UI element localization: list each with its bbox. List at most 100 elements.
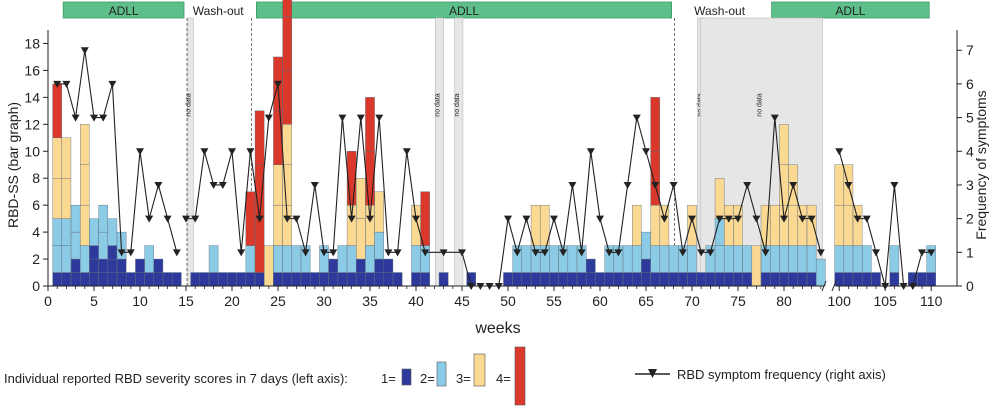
frequency-point — [356, 114, 365, 122]
no-data-label: no data — [186, 93, 193, 116]
bar-segment — [668, 245, 679, 273]
frequency-point — [651, 181, 660, 189]
bar-segment — [843, 245, 854, 273]
no-data-label: no data — [434, 93, 441, 116]
bar-segment — [806, 204, 817, 246]
bar-segment — [282, 272, 292, 287]
bar-segment — [98, 204, 108, 233]
x-tick-label: 55 — [546, 293, 562, 309]
frequency-point — [577, 249, 586, 257]
bar-segment — [107, 245, 118, 260]
legend-level-2-swatch — [436, 361, 447, 387]
bar-segment — [558, 272, 568, 287]
bar-segment — [61, 245, 72, 273]
frequency-point — [697, 249, 706, 257]
frequency-point — [890, 181, 899, 189]
bar-segment — [208, 245, 219, 273]
bar-segment — [227, 272, 237, 287]
bar-segment — [632, 272, 642, 287]
x-tick-label: 35 — [362, 293, 378, 309]
phase-band — [255, 1, 673, 19]
bar-segment — [172, 272, 182, 287]
bar-segment — [751, 245, 762, 287]
bar-segment — [687, 272, 697, 287]
no-data-band — [435, 17, 444, 287]
bar-segment — [337, 272, 348, 287]
frequency-point — [384, 249, 393, 257]
bar-segment — [733, 245, 743, 273]
frequency-point — [614, 249, 623, 257]
legend-level-3-label: 3= — [456, 371, 471, 386]
x-tick-label: 100 — [828, 293, 852, 309]
bar-segment — [80, 272, 90, 287]
bar-segment — [383, 272, 394, 287]
x-tick-label: 50 — [500, 293, 516, 309]
frequency-point — [237, 249, 246, 257]
bar-segment — [613, 272, 624, 287]
bar-segment — [530, 272, 541, 287]
bar-segment — [374, 231, 384, 260]
bar-segment — [52, 83, 62, 138]
bar-segment — [346, 204, 357, 246]
frequency-point — [338, 114, 347, 122]
y-right-tick-label: 1 — [966, 244, 974, 260]
bar-segment — [770, 204, 780, 246]
frequency-point — [513, 249, 522, 257]
bar-segment — [254, 110, 265, 165]
bar-segment — [889, 272, 900, 287]
bar-segment — [245, 191, 256, 246]
bar-segment — [328, 258, 338, 273]
bar-segment — [383, 258, 394, 273]
frequency-point — [844, 181, 853, 189]
bar-segment — [862, 245, 872, 273]
bar-segment — [89, 258, 99, 273]
frequency-point — [798, 215, 807, 223]
bar-segment — [107, 272, 118, 287]
axis-break-mark — [821, 280, 827, 292]
y-right-tick-label: 6 — [966, 76, 974, 92]
x-tick-label: 5 — [90, 293, 98, 309]
bar-segment — [61, 178, 72, 219]
bar-segment — [788, 272, 798, 287]
y-left-tick-label: 12 — [24, 116, 40, 132]
legend-level-4-label: 4= — [496, 371, 511, 386]
bar-segment — [806, 272, 817, 287]
frequency-point — [927, 249, 936, 257]
bar-segment — [779, 245, 789, 273]
bar-segment — [760, 272, 771, 287]
bar-segment — [98, 231, 108, 260]
frequency-point — [642, 148, 650, 156]
bar-segment — [245, 272, 256, 287]
bar-segment — [89, 218, 99, 246]
frequency-point — [90, 114, 98, 122]
x-tick-label: 0 — [44, 293, 52, 309]
x-tick-label: 25 — [270, 293, 286, 309]
y-left-tick-label: 6 — [32, 197, 40, 213]
bar-segment — [659, 272, 670, 287]
bar-segment — [365, 245, 375, 273]
bar-segment — [52, 245, 62, 273]
bar-segment — [659, 245, 670, 273]
bar-segment — [116, 272, 127, 287]
y-left-tick-label: 16 — [24, 62, 40, 78]
frequency-point — [136, 148, 144, 156]
x-tick-label: 75 — [730, 293, 746, 309]
legend-level-1-swatch — [401, 368, 412, 386]
y-right-tick-label: 7 — [966, 42, 974, 58]
bar-segment — [816, 258, 826, 287]
frequency-point — [632, 114, 641, 122]
bar-segment — [650, 272, 660, 287]
frequency-point — [780, 215, 788, 223]
bar-segment — [650, 97, 660, 152]
y-right-axis-label: Frequency of symptoms — [973, 90, 989, 239]
bar-segment — [310, 272, 320, 287]
frequency-point — [117, 249, 126, 257]
frequency-point — [835, 148, 844, 156]
bar-segment — [852, 245, 863, 273]
bar-segment — [852, 272, 863, 287]
frequency-point — [586, 148, 595, 156]
bar-segment — [153, 258, 164, 273]
bar-segment — [254, 272, 265, 287]
bar-segment — [282, 0, 292, 17]
y-right-tick-label: 0 — [966, 278, 974, 294]
